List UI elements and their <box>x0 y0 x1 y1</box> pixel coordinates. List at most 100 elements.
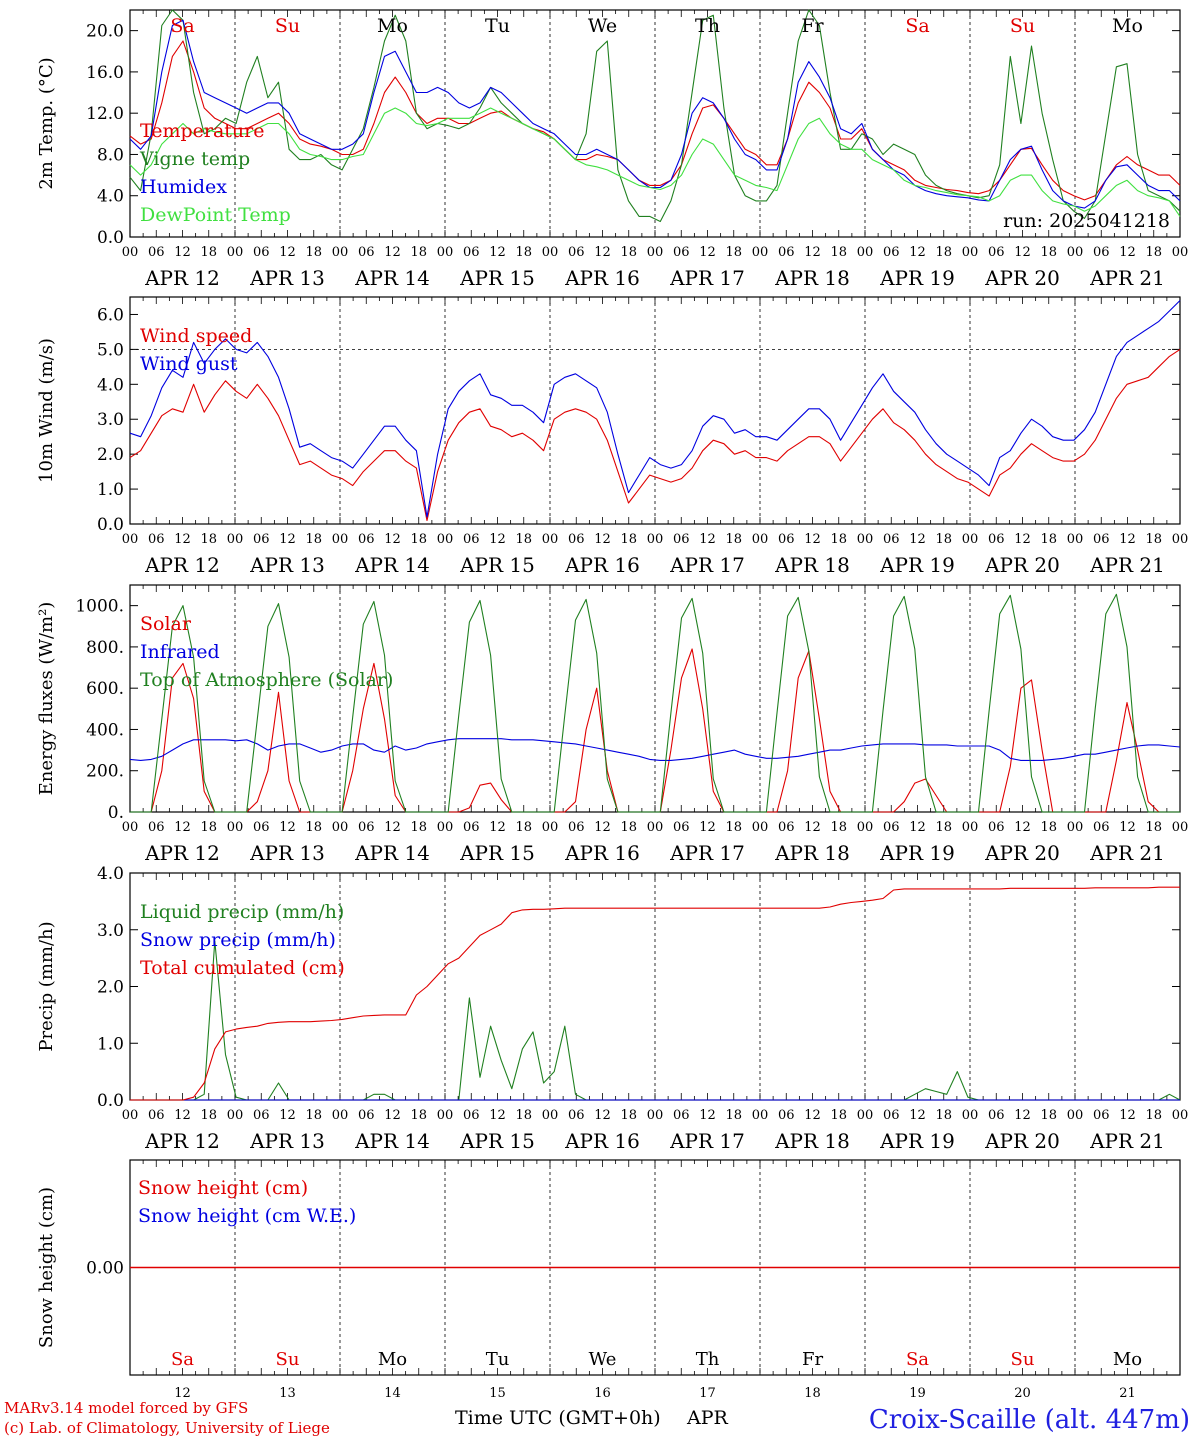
date-label: APR 12 <box>144 1129 220 1153</box>
hour-label: 06 <box>463 820 480 835</box>
date-label: APR 20 <box>984 266 1060 290</box>
hour-label: 12 <box>1119 820 1136 835</box>
y-tick-label: 5.0 <box>97 340 124 360</box>
y-tick-label: 3.0 <box>97 410 124 430</box>
date-label: APR 18 <box>774 841 850 865</box>
day-name-bottom: Su <box>276 1349 300 1370</box>
day-name-bottom: We <box>589 1349 617 1370</box>
hour-label: 18 <box>1145 1108 1162 1123</box>
credit-line-1: MARv3.14 model forced by GFS <box>4 1399 248 1417</box>
hour-label: 18 <box>725 245 742 260</box>
hour-label: 00 <box>962 532 979 547</box>
hour-label: 00 <box>752 532 769 547</box>
hour-label: 00 <box>227 820 244 835</box>
date-label: APR 16 <box>564 841 640 865</box>
hour-label: 00 <box>962 245 979 260</box>
date-label: APR 19 <box>879 553 955 577</box>
hour-label: 00 <box>752 245 769 260</box>
bottom-day-number: 13 <box>279 1386 296 1401</box>
day-name-bottom: Su <box>1011 1349 1035 1370</box>
hour-label: 06 <box>778 532 795 547</box>
hour-label: 06 <box>568 1108 585 1123</box>
hour-label: 12 <box>594 532 611 547</box>
date-label: APR 20 <box>984 1129 1060 1153</box>
hour-label: 00 <box>647 245 664 260</box>
date-label: APR 15 <box>459 266 535 290</box>
legend-entry-1: Temperature <box>140 120 264 142</box>
y-tick-label: 200. <box>86 762 124 782</box>
bottom-day-number: 12 <box>174 1386 191 1401</box>
hour-label: 18 <box>830 820 847 835</box>
hour-label: 18 <box>200 532 217 547</box>
hour-label: 06 <box>673 820 690 835</box>
hour-label: 06 <box>148 532 165 547</box>
hour-label: 06 <box>463 245 480 260</box>
day-name-bottom: Sa <box>171 1349 194 1370</box>
hour-label: 12 <box>1119 245 1136 260</box>
y-tick-label: 0.00 <box>86 1259 124 1279</box>
hour-label: 12 <box>804 1108 821 1123</box>
y-tick-label: 4.0 <box>97 864 124 884</box>
date-label: APR 13 <box>249 266 325 290</box>
hour-label: 00 <box>1067 532 1084 547</box>
hour-label: 12 <box>279 245 296 260</box>
hour-label: 18 <box>1040 532 1057 547</box>
hour-label: 18 <box>200 1108 217 1123</box>
hour-label: 00 <box>332 245 349 260</box>
hour-label: 18 <box>515 532 532 547</box>
hour-label: 06 <box>988 245 1005 260</box>
hour-label: 06 <box>148 820 165 835</box>
y-tick-label: 3.0 <box>97 921 124 941</box>
hour-label: 12 <box>384 820 401 835</box>
hour-label: 12 <box>384 532 401 547</box>
legend-entry-1: Liquid precip (mm/h) <box>140 901 344 923</box>
hour-label: 12 <box>1014 820 1031 835</box>
y-axis-label: Snow height (cm) <box>36 1187 57 1348</box>
hour-label: 12 <box>489 532 506 547</box>
hour-label: 12 <box>594 820 611 835</box>
date-label: APR 21 <box>1089 553 1165 577</box>
hour-label: 18 <box>305 245 322 260</box>
series-line-1 <box>129 348 1181 522</box>
day-name-top: Sa <box>170 15 194 37</box>
panel-3: 0. 200. 400. 600. 800. 1000. Energy fluxes (W/… <box>36 584 1189 865</box>
hour-label: 06 <box>253 1108 270 1123</box>
y-tick-label: 2.0 <box>97 445 124 465</box>
hour-label: 06 <box>673 245 690 260</box>
hour-label: 00 <box>962 1108 979 1123</box>
day-name-top: Fr <box>801 15 824 37</box>
date-label: APR 14 <box>354 841 430 865</box>
y-tick-label: 12.0 <box>86 104 124 124</box>
hour-label: 00 <box>1172 820 1189 835</box>
hour-label: 00 <box>437 532 454 547</box>
hour-label: 18 <box>515 820 532 835</box>
y-tick-label: 4.0 <box>97 375 124 395</box>
legend-entry-3: Total cumulated (cm) <box>140 957 345 979</box>
hour-label: 00 <box>857 1108 874 1123</box>
date-label: APR 17 <box>669 841 745 865</box>
panel-1: 0.0 4.0 8.0 12.0 16.0 20.0 2m Temp. (°C) Temper… <box>36 9 1188 290</box>
hour-label: 06 <box>463 1108 480 1123</box>
y-tick-label: 8.0 <box>97 145 124 165</box>
hour-label: 06 <box>988 820 1005 835</box>
hour-label: 12 <box>1014 532 1031 547</box>
hour-label: 06 <box>1093 820 1110 835</box>
hour-label: 06 <box>463 532 480 547</box>
series-line-4 <box>129 107 1181 217</box>
hour-label: 12 <box>1014 1108 1031 1123</box>
y-tick-label: 4.0 <box>97 187 124 207</box>
y-tick-label: 1.0 <box>97 480 124 500</box>
date-label: APR 21 <box>1089 1129 1165 1153</box>
hour-label: 18 <box>200 820 217 835</box>
bottom-day-number: 21 <box>1119 1386 1136 1401</box>
hour-label: 18 <box>935 820 952 835</box>
panel-2: 0.0 1.0 2.0 3.0 4.0 5.0 6.0 10m Wind (m/s) Wind … <box>36 296 1188 577</box>
bottom-day-number: 16 <box>594 1386 611 1401</box>
hour-label: 18 <box>1145 245 1162 260</box>
hour-label: 06 <box>253 532 270 547</box>
bottom-day-number: 15 <box>489 1386 506 1401</box>
day-name-bottom: Mo <box>378 1349 407 1370</box>
hour-label: 06 <box>883 820 900 835</box>
legend-entry-2: Wind gust <box>140 353 238 375</box>
